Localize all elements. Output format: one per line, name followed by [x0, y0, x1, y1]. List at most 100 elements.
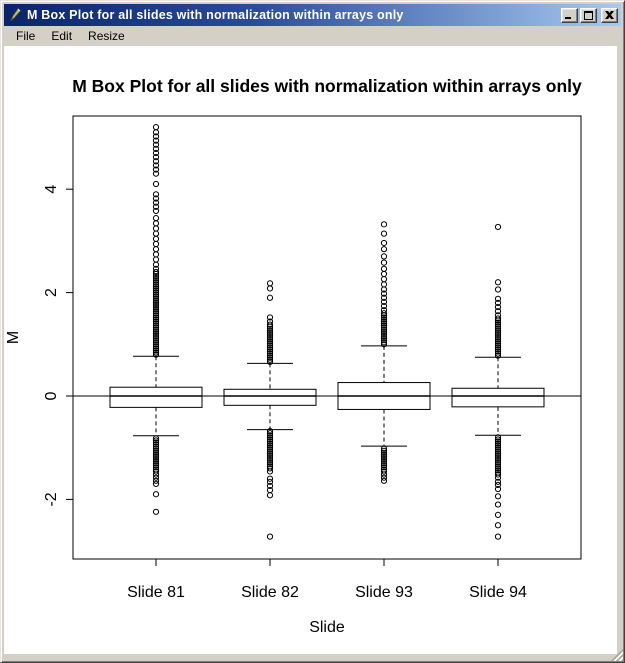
outlier-point: [380, 337, 388, 344]
outlier-point: [152, 334, 160, 342]
outlier-point: [152, 347, 160, 354]
outlier-point: [152, 291, 160, 298]
outlier-point: [152, 199, 160, 206]
outlier-point: [380, 341, 388, 348]
outlier-point: [266, 448, 274, 455]
outlier-point: [152, 491, 160, 498]
outlier-point: [266, 459, 274, 466]
window-pen-icon[interactable]: [7, 7, 23, 23]
outlier-point: [494, 465, 502, 472]
outlier-point: [380, 332, 388, 340]
outlier-point: [266, 468, 274, 475]
outlier-point: [266, 465, 274, 472]
outlier-point: [494, 331, 502, 339]
outlier-point: [266, 348, 274, 355]
outlier-point: [266, 329, 274, 337]
outlier-point: [494, 474, 502, 481]
outlier-point: [494, 450, 502, 458]
category-label: Slide 82: [241, 584, 299, 601]
outlier-point: [266, 452, 274, 460]
outlier-point: [380, 464, 388, 471]
outlier-point: [380, 310, 388, 317]
outlier-point: [152, 303, 160, 311]
outlier-point: [152, 268, 160, 276]
outlier-point: [494, 446, 502, 453]
outlier-point: [266, 344, 274, 351]
outlier-point: [380, 334, 388, 342]
category-label: Slide 93: [355, 584, 413, 601]
outlier-point: [266, 434, 274, 441]
outlier-point: [266, 446, 274, 453]
outlier-point: [152, 277, 160, 284]
outlier-point: [152, 149, 160, 157]
outlier-point: [266, 342, 274, 349]
window-title: M Box Plot for all slides with normaliza…: [27, 8, 404, 22]
outlier-point: [494, 444, 502, 451]
outlier-point: [380, 246, 388, 253]
outlier-point: [380, 471, 388, 478]
outlier-point: [152, 137, 160, 144]
outlier-point: [266, 432, 274, 439]
outlier-point: [152, 154, 160, 161]
outlier-point: [152, 251, 160, 258]
title-bar[interactable]: M Box Plot for all slides with normaliza…: [4, 4, 621, 26]
outlier-point: [494, 299, 502, 307]
outlier-point: [380, 339, 388, 346]
outlier-point: [494, 454, 502, 462]
maximize-button[interactable]: [580, 7, 597, 23]
outlier-point: [152, 328, 160, 335]
y-tick-label: 2: [43, 288, 60, 297]
outlier-point: [152, 283, 160, 290]
outlier-point: [152, 471, 160, 478]
menu-file[interactable]: File: [16, 28, 36, 43]
outlier-point: [152, 124, 160, 131]
outlier-point: [152, 324, 160, 331]
outlier-point: [494, 448, 502, 455]
outlier-point: [494, 279, 502, 286]
outlier-point: [152, 207, 160, 215]
outlier-point: [152, 230, 160, 237]
outlier-point: [266, 336, 274, 343]
outlier-point: [266, 475, 274, 482]
close-button[interactable]: [601, 7, 618, 23]
outlier-point: [152, 453, 160, 461]
outlier-point: [380, 265, 388, 272]
outlier-point: [494, 436, 502, 443]
outlier-point: [380, 307, 388, 314]
outlier-point: [152, 349, 160, 356]
outlier-point: [380, 281, 388, 288]
outlier-point: [266, 318, 274, 325]
outlier-point: [152, 458, 160, 465]
outlier-point: [494, 319, 502, 326]
outlier-point: [152, 312, 160, 319]
outlier-point: [494, 471, 502, 478]
outlier-point: [266, 533, 274, 540]
outlier-point: [152, 308, 160, 315]
outlier-point: [494, 340, 502, 347]
outlier-point: [266, 321, 274, 328]
outlier-point: [152, 306, 160, 313]
outlier-point: [152, 326, 160, 333]
outlier-point: [152, 195, 160, 202]
minimize-button[interactable]: [561, 7, 578, 23]
outlier-point: [494, 286, 502, 293]
menu-resize[interactable]: Resize: [88, 28, 125, 43]
outlier-point: [494, 312, 502, 319]
outlier-point: [380, 458, 388, 465]
outlier-point: [152, 339, 160, 346]
outlier-point: [152, 297, 160, 304]
menu-edit[interactable]: Edit: [51, 28, 73, 43]
window-controls: [559, 7, 618, 23]
outlier-point: [152, 462, 160, 469]
outlier-point: [380, 328, 388, 335]
outlier-point: [152, 314, 160, 321]
outlier-point: [266, 438, 274, 445]
outlier-point: [152, 235, 160, 242]
outlier-point: [152, 464, 160, 471]
outlier-point: [494, 333, 502, 341]
outlier-point: [152, 455, 160, 463]
outlier-point: [380, 474, 388, 481]
outlier-point: [380, 239, 388, 247]
outlier-point: [266, 331, 274, 339]
resize-grip-icon[interactable]: [611, 649, 623, 661]
